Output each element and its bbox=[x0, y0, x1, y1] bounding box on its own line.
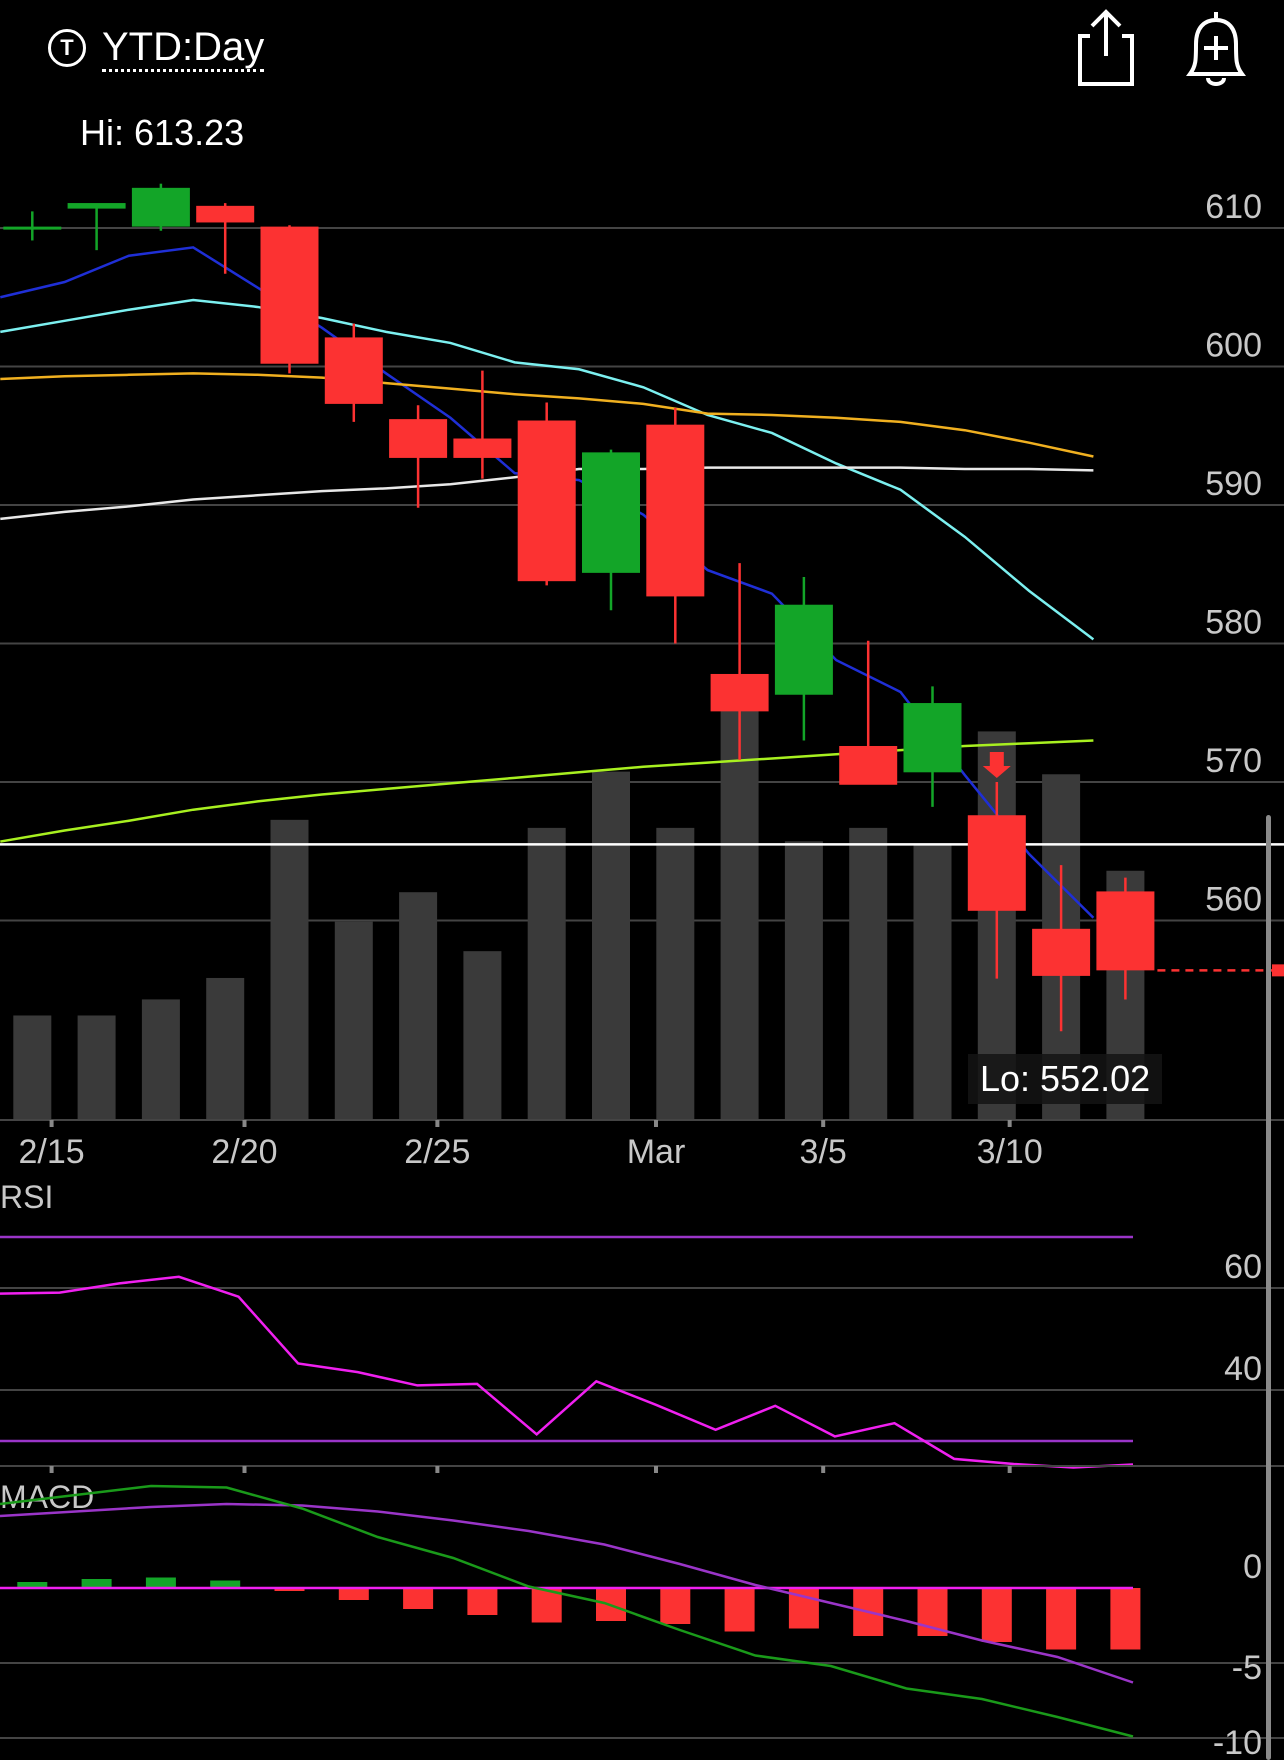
candle-down bbox=[1096, 891, 1155, 971]
volume-bar bbox=[206, 977, 245, 1120]
price-tick-label: 590 bbox=[1205, 465, 1262, 503]
date-tick-label: 3/5 bbox=[800, 1133, 847, 1171]
candle-up bbox=[903, 703, 962, 773]
macd-tick-label: -5 bbox=[1232, 1649, 1262, 1687]
share-icon[interactable] bbox=[1068, 6, 1148, 90]
macd-histogram-bar bbox=[145, 1577, 176, 1588]
volume-bar bbox=[656, 827, 695, 1120]
range-selector[interactable]: T YTD:Day bbox=[48, 20, 265, 76]
date-tick-label: 2/15 bbox=[18, 1133, 84, 1171]
candle-down bbox=[967, 815, 1026, 911]
candle-down bbox=[839, 745, 898, 785]
macd-pane-label: MACD bbox=[0, 1479, 94, 1515]
lo-label: Lo: 552.02 bbox=[968, 1054, 1163, 1104]
rsi-tick-label: 40 bbox=[1224, 1350, 1262, 1388]
candle-up bbox=[582, 452, 640, 573]
volume-bar bbox=[849, 827, 888, 1120]
date-tick-label: Mar bbox=[627, 1133, 686, 1171]
candle-down bbox=[260, 226, 319, 364]
price-tick-label: 600 bbox=[1205, 327, 1262, 365]
macd-histogram-bar bbox=[274, 1588, 305, 1591]
candle-down bbox=[646, 424, 705, 597]
candle-down bbox=[324, 337, 383, 404]
t-circle-icon: T bbox=[48, 29, 86, 67]
macd-histogram-bar bbox=[403, 1588, 434, 1609]
volume-bar bbox=[463, 951, 502, 1120]
candle-down bbox=[389, 419, 448, 458]
volume-bar bbox=[270, 819, 309, 1120]
sell-signal-arrow-icon bbox=[982, 752, 1011, 778]
scrollbar[interactable] bbox=[1266, 815, 1271, 1760]
candle-up bbox=[3, 226, 62, 230]
date-tick-label: 3/10 bbox=[977, 1133, 1043, 1171]
macd-histogram-bar bbox=[81, 1579, 112, 1588]
price-tick-label: 580 bbox=[1205, 604, 1262, 642]
price-tick-label: 560 bbox=[1205, 881, 1262, 919]
last-price-marker bbox=[1272, 964, 1284, 977]
price-tick-label: 610 bbox=[1205, 188, 1262, 226]
macd-histogram-bar bbox=[467, 1588, 498, 1615]
header-bar: T YTD:Day bbox=[0, 0, 1284, 100]
candle-down bbox=[517, 420, 576, 582]
candle-down bbox=[710, 673, 769, 712]
macd-line bbox=[0, 1484, 1134, 1738]
macd-tick-label: -10 bbox=[1213, 1724, 1262, 1760]
volume-bar bbox=[784, 841, 823, 1120]
rsi-tick-label: 60 bbox=[1224, 1248, 1262, 1286]
macd-histogram-bar bbox=[17, 1582, 48, 1588]
price-tick-label: 570 bbox=[1205, 742, 1262, 780]
macd-histogram-bar bbox=[1110, 1588, 1141, 1650]
volume-bar bbox=[141, 999, 180, 1120]
candle-up bbox=[67, 203, 126, 209]
range-label[interactable]: YTD:Day bbox=[102, 25, 265, 72]
macd-histogram-bar bbox=[981, 1588, 1012, 1642]
volume-bar bbox=[77, 1015, 116, 1120]
candle-down bbox=[1032, 928, 1091, 976]
macd-histogram-bar bbox=[210, 1580, 241, 1588]
volume-bar bbox=[527, 827, 566, 1120]
date-tick-label: 2/25 bbox=[404, 1133, 470, 1171]
moving-average-line bbox=[0, 372, 1094, 458]
candle-down bbox=[453, 438, 512, 458]
volume-bar bbox=[592, 771, 630, 1120]
macd-histogram-bar bbox=[338, 1588, 369, 1600]
volume-bar bbox=[13, 1015, 52, 1120]
macd-histogram-bar bbox=[660, 1588, 691, 1624]
volume-bar bbox=[399, 892, 438, 1120]
date-tick-label: 2/20 bbox=[211, 1133, 277, 1171]
hi-label: Hi: 613.23 bbox=[80, 112, 245, 153]
moving-average-line bbox=[0, 298, 1095, 641]
candle-down bbox=[196, 205, 255, 223]
candle-up bbox=[131, 187, 190, 227]
macd-signal-line bbox=[0, 1502, 1134, 1684]
candle-up bbox=[774, 604, 833, 695]
macd-histogram-bar bbox=[1046, 1588, 1077, 1650]
rsi-pane-label: RSI bbox=[0, 1179, 53, 1215]
volume-bar bbox=[913, 843, 952, 1120]
macd-histogram-bar bbox=[724, 1588, 755, 1632]
add-alert-bell-icon[interactable] bbox=[1176, 6, 1256, 90]
macd-tick-label: 0 bbox=[1243, 1548, 1262, 1586]
volume-bar bbox=[334, 921, 373, 1120]
rsi-line bbox=[0, 1275, 1134, 1469]
